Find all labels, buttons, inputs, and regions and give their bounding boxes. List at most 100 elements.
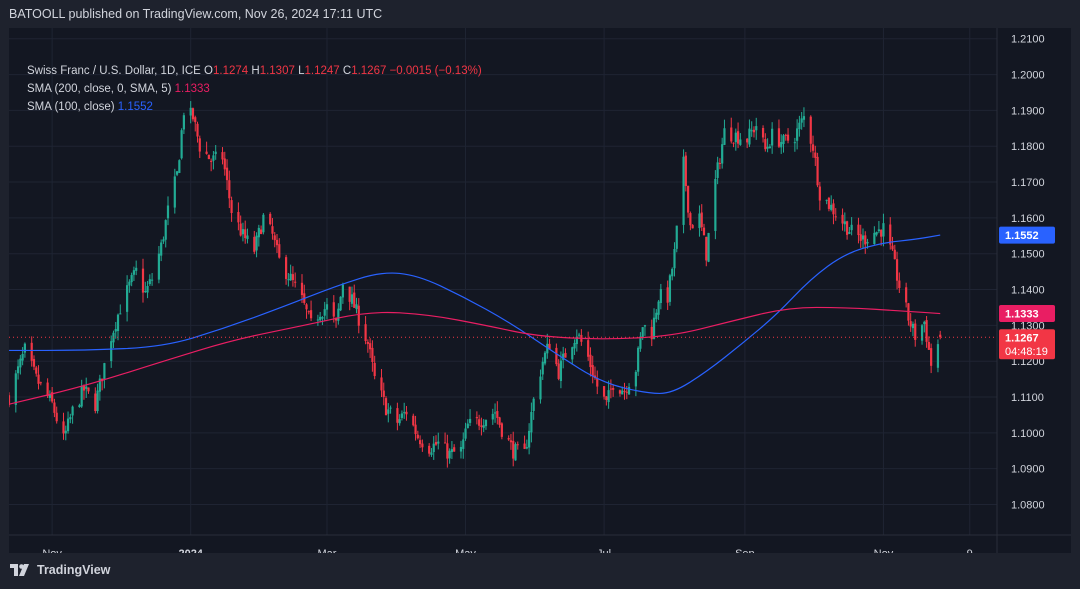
candle	[348, 286, 351, 311]
candle	[196, 121, 199, 143]
candle	[141, 258, 145, 303]
candle	[634, 370, 637, 397]
candle	[895, 251, 899, 290]
candle	[405, 406, 408, 421]
candle	[591, 355, 594, 384]
candle	[482, 419, 485, 433]
candle	[210, 158, 213, 172]
symbol-title[interactable]: Swiss Franc / U.S. Dollar, 1D, ICE	[27, 65, 201, 77]
candle	[873, 226, 876, 245]
candle	[191, 107, 195, 122]
candle	[571, 346, 574, 365]
close-value: 1.1267	[351, 65, 387, 77]
candle	[530, 402, 533, 443]
candle	[366, 339, 369, 353]
candle	[925, 316, 928, 348]
candle	[734, 128, 737, 151]
sma100-value: 1.1552	[117, 101, 153, 113]
candle	[523, 435, 526, 450]
x-tick-label: Nov	[42, 548, 62, 553]
candle	[525, 439, 528, 450]
candle	[400, 410, 404, 421]
sma200-label[interactable]: SMA (200, close, 0, SMA, 5)	[27, 83, 172, 95]
legend-sma100-row[interactable]: SMA (100, close) 1.1552	[27, 98, 482, 116]
candle	[516, 441, 519, 450]
candle	[752, 126, 756, 138]
candle	[830, 195, 833, 212]
candle	[732, 142, 735, 148]
sma-series-line	[9, 306, 941, 405]
candle	[546, 333, 549, 359]
open-label: O	[204, 65, 213, 77]
x-tick-label: Jul	[597, 548, 611, 553]
candle	[371, 340, 374, 372]
candle	[221, 147, 224, 165]
candle	[539, 369, 542, 404]
candle	[453, 444, 456, 452]
candle	[246, 228, 249, 244]
candle	[736, 122, 740, 149]
candle	[289, 264, 292, 281]
candle	[48, 390, 51, 402]
candle	[528, 423, 531, 455]
low-label: L	[298, 65, 305, 77]
candle	[575, 329, 578, 352]
candle	[307, 310, 310, 315]
price-chart[interactable]: 1.21001.20001.19001.18001.17001.16001.15…	[9, 28, 1071, 553]
candle	[325, 298, 329, 320]
candle	[443, 432, 447, 444]
candle	[132, 266, 136, 281]
candle	[389, 405, 392, 414]
legend-sma200-row[interactable]: SMA (200, close, 0, SMA, 5) 1.1333	[27, 80, 482, 98]
candle	[273, 232, 276, 248]
candle	[905, 282, 908, 308]
candle	[271, 218, 274, 240]
candle	[491, 408, 494, 425]
legend-ohlc-row[interactable]: Swiss Franc / U.S. Dollar, 1D, ICE O 1.12…	[27, 62, 482, 80]
candle	[39, 381, 42, 386]
footer-bar: TradingView	[0, 553, 1080, 589]
candle	[618, 389, 622, 397]
candle	[269, 212, 272, 226]
candle	[339, 296, 342, 312]
candle	[30, 336, 33, 367]
candle	[437, 432, 440, 450]
candle	[432, 436, 435, 460]
candle	[194, 115, 197, 132]
candle	[755, 117, 758, 140]
candle	[353, 284, 356, 308]
candle	[827, 196, 831, 212]
candle	[714, 170, 717, 240]
candle	[652, 308, 656, 340]
candle	[164, 219, 167, 248]
price-axis[interactable]: 1.2100 1.2000 1.1900 1.1800 1.1700 1.1600 1.15…	[996, 28, 1045, 553]
candle	[287, 273, 290, 287]
candle	[332, 295, 335, 323]
x-tick-label: 9	[967, 548, 973, 553]
candle	[421, 439, 424, 452]
candle	[850, 217, 853, 236]
candle	[382, 382, 385, 406]
candle	[275, 234, 279, 253]
candle	[450, 441, 453, 459]
candle	[786, 128, 790, 144]
candle	[914, 319, 917, 347]
candle	[668, 273, 672, 306]
candle	[639, 332, 642, 352]
sma100-label[interactable]: SMA (100, close)	[27, 101, 115, 113]
candle	[705, 236, 708, 267]
y-tick-label: 1.2100	[1011, 34, 1045, 46]
chart-area[interactable]: 1.2100 1.2000 1.1900 1.1800 1.1700 1.1600 1.15…	[9, 28, 1071, 553]
candle	[796, 119, 799, 150]
candle	[577, 332, 581, 338]
candle	[135, 260, 138, 276]
chart-legend: Swiss Franc / U.S. Dollar, 1D, ICE O 1.12…	[27, 62, 482, 116]
candle	[278, 238, 281, 259]
candle	[875, 231, 878, 237]
tradingview-logo[interactable]: TradingView	[10, 563, 110, 577]
x-tick-label: 2024	[178, 548, 203, 553]
candle	[478, 414, 481, 431]
candle	[802, 107, 806, 128]
time-axis[interactable]: Nov 2024 Mar May Jul Sep Nov 9	[9, 534, 1071, 553]
candle	[146, 281, 149, 299]
